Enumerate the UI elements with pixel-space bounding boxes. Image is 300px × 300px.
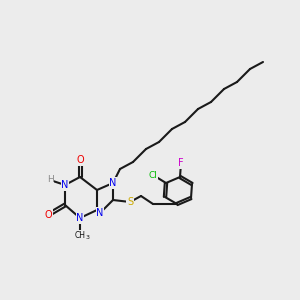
Text: Cl: Cl (148, 170, 158, 179)
Text: O: O (44, 210, 52, 220)
Text: 3: 3 (85, 235, 89, 240)
Text: F: F (178, 158, 184, 168)
Text: CH: CH (74, 230, 86, 239)
Text: N: N (109, 178, 117, 188)
Text: N: N (76, 213, 84, 223)
Text: N: N (96, 208, 104, 218)
Text: O: O (76, 155, 84, 165)
Text: S: S (127, 197, 133, 207)
Text: H: H (46, 176, 53, 184)
Text: N: N (61, 180, 69, 190)
